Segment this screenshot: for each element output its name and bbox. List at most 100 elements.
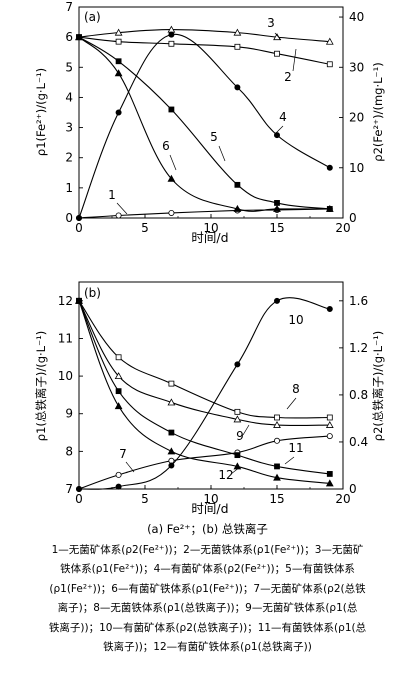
series-7-point-4 — [273, 437, 280, 444]
series-6-point-2 — [167, 174, 176, 182]
series-10-point-4 — [273, 297, 280, 304]
panel-label: (b) — [84, 286, 101, 300]
series-4-point-1 — [115, 109, 122, 116]
series-4-point-0 — [76, 214, 83, 221]
series-11-point-2 — [168, 429, 175, 436]
series-12-point-0 — [75, 296, 83, 304]
series-8-point-3 — [234, 408, 241, 415]
series-1-leader — [116, 202, 128, 215]
series-9-point-4 — [273, 420, 281, 428]
series-2-point-5 — [326, 61, 333, 68]
series-11-point-1 — [115, 388, 122, 395]
series-3-label: 3 — [267, 16, 275, 30]
series-5-point-3 — [234, 181, 241, 188]
series-5 — [76, 34, 333, 212]
series-10-point-0 — [76, 485, 83, 492]
series-6-label: 6 — [162, 139, 170, 153]
x-tick-label: 15 — [269, 221, 284, 235]
x-tick-label: 5 — [141, 221, 149, 235]
y-left-axis-title: ρ1(总铁离子)/(g·L⁻¹) — [34, 331, 48, 441]
series-10-point-5 — [326, 306, 333, 313]
panel-label: (a) — [84, 10, 101, 24]
series-2-line — [78, 36, 330, 65]
series-12-point-1 — [114, 402, 123, 410]
series-10 — [76, 297, 333, 492]
series-12-leader — [230, 466, 241, 475]
y-left-tick-label: 12 — [58, 294, 73, 308]
series-1-line — [78, 208, 330, 219]
series-7-label: 7 — [119, 447, 127, 461]
figure: 0 5 10 15 2001234567010203040(a)时间/dρ1(Fe²⁺)… — [34, 0, 385, 516]
series-9-point-2 — [167, 398, 176, 406]
x-axis-title: 时间/d — [191, 501, 228, 516]
caption-line-6: 铁离子))；12—有菌矿铁体系(ρ1(总铁离子)) — [103, 641, 312, 653]
caption-line-3: (ρ1(Fe²⁺))；6—有菌矿铁体系(ρ1(Fe²⁺))；7—无菌矿体系(ρ2… — [49, 582, 366, 595]
y-right-tick-label: 40 — [349, 10, 364, 24]
chart-panel-a: 0 5 10 15 2001234567010203040(a)时间/dρ1(Fe²⁺)… — [34, 0, 385, 245]
y-left-tick-label: 7 — [65, 482, 73, 496]
series-8-point-5 — [326, 414, 333, 421]
series-6-point-0 — [75, 33, 83, 41]
series-3-point-3 — [233, 28, 242, 36]
y-left-tick-label: 10 — [58, 369, 73, 383]
series-3-line — [78, 29, 330, 43]
series-7-point-1 — [115, 471, 122, 478]
y-right-tick-label: 20 — [349, 111, 364, 125]
y-left-tick-label: 0 — [65, 211, 73, 225]
x-tick-label: 10 — [203, 221, 218, 235]
x-tick-label: 0 — [75, 221, 83, 235]
series-6-point-1 — [114, 69, 123, 77]
series-5-point-1 — [115, 58, 122, 65]
y-left-tick-label: 7 — [65, 0, 73, 14]
y-right-tick-label: 30 — [349, 60, 364, 74]
y-left-axis-title: ρ1(Fe²⁺)/(g·L⁻¹) — [34, 68, 48, 156]
y-right-tick-label: 0.8 — [349, 388, 368, 402]
series-1-point-1 — [115, 212, 122, 219]
series-9-point-3 — [233, 415, 242, 423]
series-4-point-3 — [234, 84, 241, 91]
series-12 — [75, 296, 334, 487]
y-left-tick-label: 5 — [65, 60, 73, 74]
series-11-label: 11 — [288, 441, 303, 455]
series-4-point-2 — [168, 31, 175, 38]
series-12-point-2 — [167, 447, 176, 455]
y-right-tick-label: 10 — [349, 161, 364, 175]
x-tick-label: 20 — [335, 221, 350, 235]
series-2-leader — [292, 48, 297, 72]
series-6-point-5 — [325, 204, 334, 212]
series-12-point-5 — [325, 479, 334, 487]
series-2-label: 2 — [284, 70, 292, 84]
series-11-point-5 — [326, 471, 333, 477]
series-11-point-3 — [234, 452, 241, 459]
series-2-point-3 — [234, 43, 241, 50]
series-5-label: 5 — [210, 130, 218, 144]
y-right-tick-label: 0.4 — [349, 435, 368, 449]
caption-line-1: 1—无菌矿体系(ρ2(Fe²⁺))；2—无菌铁体系(ρ1(Fe²⁺))；3—无菌… — [51, 543, 364, 556]
x-axis-title: 时间/d — [191, 230, 228, 245]
series-2-point-1 — [115, 38, 122, 45]
series-8-point-2 — [168, 380, 175, 387]
x-tick-label: 5 — [141, 492, 149, 506]
y-right-tick-label: 1.2 — [349, 341, 368, 355]
y-left-tick-label: 8 — [65, 444, 73, 458]
series-9-leader — [242, 424, 250, 436]
series-9-point-5 — [325, 420, 334, 428]
series-8-point-4 — [274, 414, 280, 421]
series-12-point-4 — [273, 473, 281, 481]
series-2-point-4 — [274, 50, 280, 57]
caption-line-4: 离子)；8—无菌铁体系(ρ1(总铁离子))；9—无菌矿铁体系(ρ1(总 — [57, 602, 358, 614]
series-4-point-4 — [273, 132, 280, 139]
chart-panel-b: 0 5 10 15 20 7 8 9 10 11 12 0 0.4 0.8 1.2 1.6 (b) 时间/d ρ1(… — [34, 281, 385, 516]
caption-line-5: 铁离子))；10—有菌矿体系(ρ2(总铁离子))；11—有菌铁体系(ρ1(总 — [48, 621, 367, 634]
x-tick-label: 10 — [203, 492, 218, 506]
y-left-tick-label: 6 — [65, 30, 73, 44]
series-10-point-1 — [115, 483, 122, 490]
series-12-label: 12 — [218, 468, 233, 482]
series-7-leader — [125, 461, 135, 473]
caption-subcaption: (a) Fe²⁺；(b) 总铁离子 — [147, 522, 268, 536]
series-10-point-2 — [168, 462, 175, 469]
x-tick-label: 20 — [335, 492, 350, 506]
y-left-tick-label: 11 — [58, 331, 73, 345]
series-5-point-2 — [168, 106, 175, 113]
series-10-label: 10 — [288, 313, 303, 327]
